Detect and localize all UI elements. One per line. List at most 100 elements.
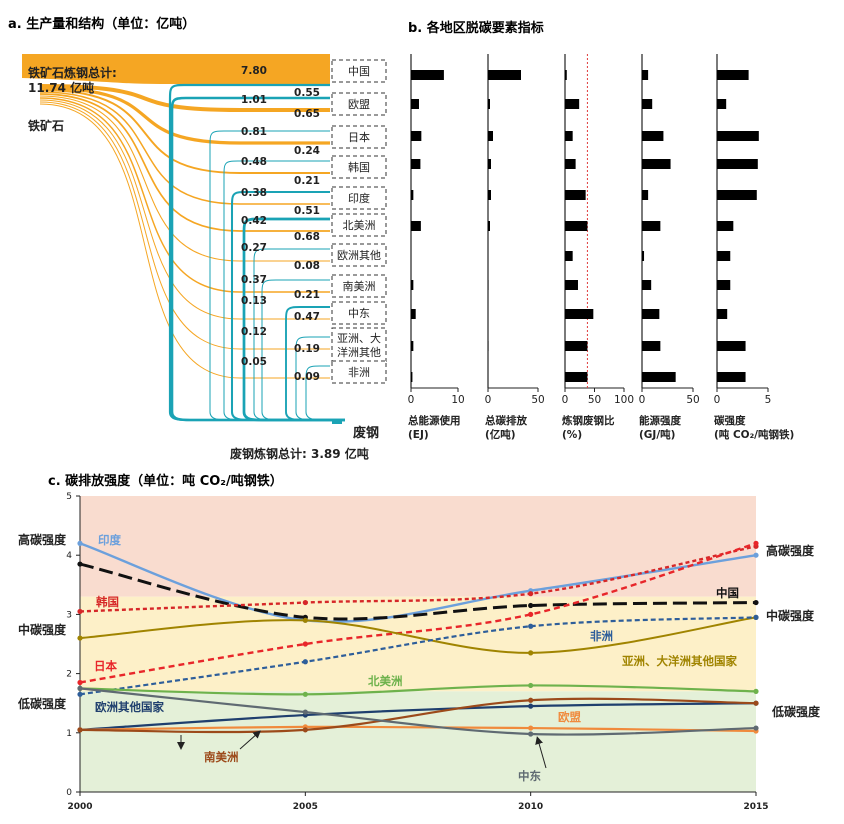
indicator-bar-2-10 bbox=[565, 372, 588, 382]
series-label-2: 韩国 bbox=[96, 595, 119, 609]
series-label-1: 中国 bbox=[716, 586, 739, 600]
indicator-bar-4-3 bbox=[717, 159, 758, 169]
y-tick-label: 1 bbox=[66, 729, 72, 739]
panel-a-title: a. 生产量和结构（单位：亿吨） bbox=[8, 16, 195, 32]
indicator-bar-4-9 bbox=[717, 341, 746, 351]
band-mid bbox=[80, 596, 756, 692]
y-tick-label: 3 bbox=[66, 610, 72, 620]
region-label-10: 非洲 bbox=[348, 366, 370, 379]
indicator-bar-4-10 bbox=[717, 372, 746, 382]
series-point-3-0 bbox=[77, 679, 83, 686]
scrap-value-10: 0.09 bbox=[294, 371, 320, 383]
indicator-bar-2-3 bbox=[565, 159, 576, 169]
region-box-3 bbox=[331, 155, 387, 179]
series-point-0-3 bbox=[753, 552, 759, 558]
series-point-10-1 bbox=[302, 709, 308, 715]
region-label-2: 日本 bbox=[348, 130, 370, 144]
iron-value-7: 0.37 bbox=[241, 274, 267, 286]
series-label-0: 印度 bbox=[98, 533, 121, 547]
scrap-flow-印度 bbox=[230, 190, 345, 422]
iron-flow-main bbox=[22, 54, 330, 84]
iron-flow-中东 bbox=[39, 99, 330, 320]
indicator-tick-label-4: 5 bbox=[765, 394, 772, 406]
region-label-8: 中东 bbox=[348, 307, 370, 320]
series-point-9-3 bbox=[753, 700, 759, 706]
indicator-bar-0-0 bbox=[411, 70, 444, 80]
series-point-10-0 bbox=[77, 685, 83, 692]
band-label-low-right: 低碳强度 bbox=[771, 704, 821, 719]
indicator-unit-1: (亿吨) bbox=[485, 428, 516, 441]
series-point-6-2 bbox=[528, 682, 534, 689]
scrap-value-3: 0.21 bbox=[294, 175, 320, 187]
iron-flow-亚洲、大洋洲其他 bbox=[39, 101, 330, 350]
indicator-bar-3-0 bbox=[642, 70, 649, 80]
series-line-5 bbox=[79, 616, 757, 696]
series-point-5-1 bbox=[302, 659, 308, 665]
band-low bbox=[80, 691, 756, 792]
indicator-bar-3-6 bbox=[642, 251, 645, 261]
indicator-tick-label-3: 0 bbox=[639, 394, 646, 406]
indicator-bar-1-7 bbox=[488, 280, 489, 290]
indicator-bar-0-1 bbox=[411, 99, 419, 109]
series-label-3: 日本 bbox=[94, 659, 117, 673]
series-line-2 bbox=[79, 545, 757, 613]
scrap-flow-韩国 bbox=[223, 160, 345, 421]
indicator-label-1: 总碳排放 bbox=[485, 414, 527, 427]
scrap-source-label: 废钢 bbox=[353, 425, 379, 441]
series-point-10-3 bbox=[753, 725, 759, 731]
region-box-5 bbox=[331, 213, 387, 237]
indicator-tick-label-3: 50 bbox=[686, 394, 699, 406]
indicator-bar-0-8 bbox=[411, 309, 416, 319]
x-tick-label: 2000 bbox=[67, 802, 92, 812]
indicator-bar-3-2 bbox=[642, 131, 664, 141]
region-label-9-l2: 洋洲其他 bbox=[337, 345, 381, 359]
scrap-value-1: 0.65 bbox=[294, 108, 320, 120]
indicator-bar-0-10 bbox=[411, 372, 413, 382]
indicator-tick-label-4: 0 bbox=[714, 394, 721, 406]
iron-value-4: 0.38 bbox=[241, 187, 267, 199]
scrap-flow-end bbox=[332, 420, 342, 424]
indicator-label-0: 总能源使用 bbox=[408, 414, 461, 427]
series-point-2-2 bbox=[528, 591, 534, 597]
scrap-flow-北美洲 bbox=[242, 217, 345, 422]
series-line-9 bbox=[79, 697, 757, 734]
scrap-value-5: 0.68 bbox=[294, 231, 320, 243]
indicator-bar-4-7 bbox=[717, 280, 731, 290]
region-label-1: 欧盟 bbox=[348, 98, 370, 111]
panel-b-title: b. 各地区脱碳要素指标 bbox=[408, 20, 544, 36]
series-point-6-3 bbox=[753, 688, 759, 694]
x-tick-label: 2010 bbox=[518, 802, 543, 812]
series-label-10: 中东 bbox=[518, 769, 541, 783]
iron-flow-韩国 bbox=[39, 89, 330, 174]
indicator-bar-2-5 bbox=[565, 221, 588, 231]
band-label-mid-left: 中碳强度 bbox=[18, 622, 67, 637]
series-point-3-3 bbox=[753, 540, 759, 546]
series-label-6: 北美洲 bbox=[368, 674, 403, 688]
indicator-bar-2-7 bbox=[565, 280, 578, 290]
indicator-unit-4: (吨 CO₂/吨钢铁) bbox=[714, 428, 794, 441]
arrow-south-america bbox=[239, 730, 261, 750]
series-point-3-2 bbox=[528, 611, 534, 618]
band-label-high-left: 高碳强度 bbox=[18, 532, 67, 547]
indicator-bar-3-8 bbox=[642, 309, 660, 319]
series-point-5-0 bbox=[77, 691, 83, 697]
scrap-flow-日本 bbox=[209, 130, 345, 421]
region-label-3: 韩国 bbox=[348, 160, 370, 174]
indicator-bar-3-5 bbox=[642, 221, 661, 231]
series-point-1-0 bbox=[77, 561, 83, 567]
indicator-bar-2-9 bbox=[565, 341, 588, 351]
indicator-bar-3-9 bbox=[642, 341, 661, 351]
region-box-2 bbox=[331, 125, 387, 149]
region-label-4: 印度 bbox=[348, 191, 370, 205]
iron-value-9: 0.12 bbox=[241, 326, 267, 338]
series-point-5-2 bbox=[528, 623, 534, 629]
indicator-bar-1-0 bbox=[488, 70, 521, 80]
band-high bbox=[80, 496, 756, 597]
iron-value-0: 7.80 bbox=[241, 65, 267, 77]
series-point-3-1 bbox=[302, 641, 308, 647]
indicator-tick-label-2: 50 bbox=[588, 394, 601, 406]
indicator-tick-label-2: 0 bbox=[562, 394, 569, 406]
series-line-10 bbox=[79, 687, 757, 736]
